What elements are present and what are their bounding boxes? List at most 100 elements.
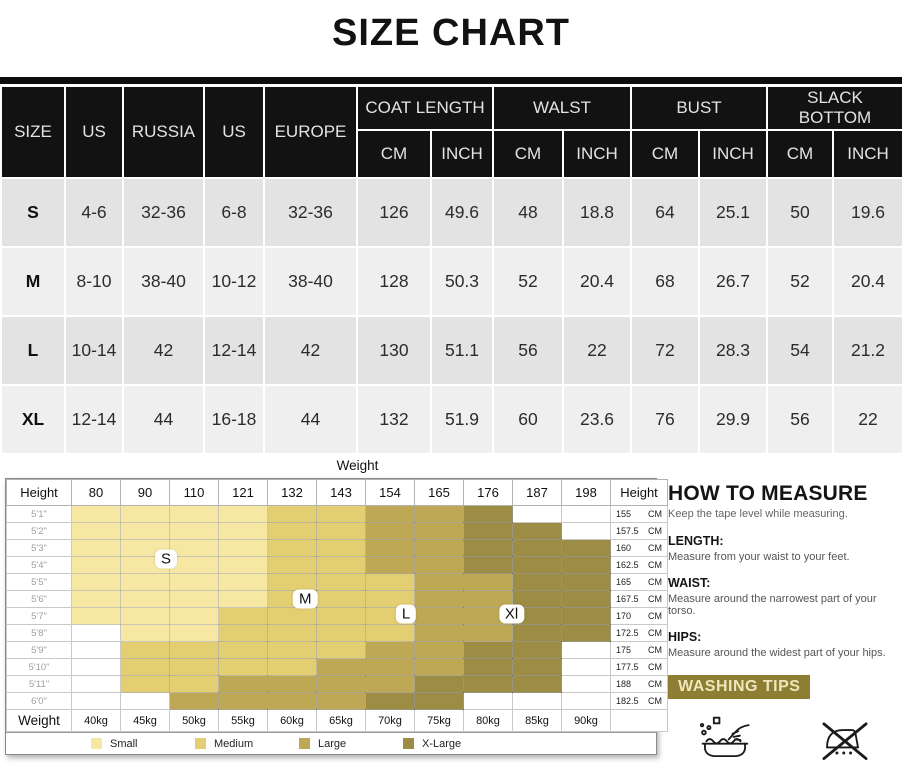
value-cell: 56: [766, 384, 834, 455]
heatmap-cell: [267, 607, 317, 625]
heatmap-cell: [512, 641, 562, 659]
weight-tick-kg: 60kg: [267, 709, 317, 732]
value-cell: 16-18: [203, 384, 265, 455]
height-weight-section: Weight Height 80 90 110 121 132 143 154 165 176 18…: [0, 458, 902, 766]
value-cell: 18.8: [562, 177, 632, 248]
heatmap-cell: [316, 590, 366, 608]
heatmap-cell: [71, 573, 121, 591]
heatmap-row: 5'6" 167.5 CM: [6, 590, 668, 608]
heatmap-cell: [561, 539, 611, 557]
legend-swatch: [403, 738, 414, 749]
heatmap-cell: [561, 556, 611, 574]
heatmap-cell: [463, 624, 513, 642]
value-cell: 76: [630, 384, 700, 455]
cm-unit: CM: [648, 543, 662, 553]
heatmap-row: 5'9" 175 CM: [6, 641, 668, 659]
heatmap-row: 5'7" 170 CM: [6, 607, 668, 625]
heatmap-cell: [561, 692, 611, 710]
heatmap-cell: [120, 505, 170, 523]
heatmap-cell: [365, 658, 415, 676]
heatmap-cell: [512, 522, 562, 540]
heatmap-cell: [561, 658, 611, 676]
value-cell: 28.3: [698, 315, 768, 386]
value-cell: 25.1: [698, 177, 768, 248]
legend-item: X-Large: [403, 738, 507, 750]
cm-unit: CM: [648, 645, 662, 655]
heatmap-cell: [267, 675, 317, 693]
cm-label: 188 CM: [612, 679, 667, 689]
cm-value: 188: [616, 679, 632, 689]
value-cell: 20.4: [831, 246, 902, 317]
cm-label: 165 CM: [612, 577, 667, 587]
unit-header: INCH: [698, 129, 768, 179]
washing-icons-row: Hand wash in cool water No ironing & No …: [668, 709, 902, 766]
heatmap-cell: [414, 556, 464, 574]
heatmap-cell: [218, 658, 268, 676]
heatmap-cell: [561, 505, 611, 523]
heatmap-row: 5'2" 157.5 CM: [6, 522, 668, 540]
cm-label: 172.5 CM: [612, 628, 667, 638]
heatmap-cell: [463, 505, 513, 523]
weight-tick-lb: 80: [71, 479, 121, 506]
heatmap-cell: [267, 624, 317, 642]
height-tick-cm: 155 CM: [610, 505, 668, 523]
unit-header: CM: [492, 129, 564, 179]
heatmap-cell: [71, 556, 121, 574]
cm-label: 157.5 CM: [612, 526, 667, 536]
no-iron-item: No ironing & No bleaching: [792, 709, 898, 766]
cm-unit: CM: [648, 560, 662, 570]
value-cell: 23.6: [562, 384, 632, 455]
value-cell: 12-14: [64, 384, 124, 455]
heatmap-cell: [71, 522, 121, 540]
column-header: EUROPE: [263, 85, 358, 179]
legend-label: Large: [318, 737, 347, 750]
value-cell: 56: [492, 315, 564, 386]
heatmap-cell: [512, 539, 562, 557]
height-header-right: Height: [610, 479, 668, 506]
cm-value: 165: [616, 577, 632, 587]
value-cell: 21.2: [831, 315, 902, 386]
heatmap-row: 5'3" 160 CM: [6, 539, 668, 557]
heatmap-cell: [267, 692, 317, 710]
size-cell: XL: [0, 384, 66, 455]
unit-header: INCH: [562, 129, 632, 179]
heatmap-cell: [561, 522, 611, 540]
value-cell: 132: [356, 384, 432, 455]
value-cell: 126: [356, 177, 432, 248]
measure-title: HOW TO MEASURE: [668, 482, 868, 505]
cm-label: 162.5 CM: [612, 560, 667, 570]
heatmap-cell: [414, 522, 464, 540]
measure-section-waist: WAIST: Measure around the narrowest part…: [668, 574, 902, 617]
height-tick-cm: 160 CM: [610, 539, 668, 557]
heatmap-row: 5'11" 188 CM: [6, 675, 668, 693]
cm-label: 177.5 CM: [612, 662, 667, 672]
value-cell: 128: [356, 246, 432, 317]
heatmap-cell: [169, 590, 219, 608]
heatmap-cell: [267, 658, 317, 676]
table-top-strip: [0, 77, 902, 84]
weight-tick-lb: 198: [561, 479, 611, 506]
heatmap-cell: [365, 641, 415, 659]
heatmap-row: 6'0" 182.5 CM: [6, 692, 668, 710]
value-cell: 32-36: [122, 177, 205, 248]
heatmap-cell: [463, 692, 513, 710]
unit-header: INCH: [831, 129, 902, 179]
height-tick-ft: 5'7": [6, 607, 72, 625]
value-cell: 51.1: [430, 315, 494, 386]
weight-tick-kg: 85kg: [512, 709, 562, 732]
heatmap-cell: [365, 624, 415, 642]
size-region-label: L: [395, 604, 417, 624]
heatmap-cell: [218, 692, 268, 710]
heatmap-cell: [316, 573, 366, 591]
heatmap-cell: [414, 505, 464, 523]
value-cell: 42: [122, 315, 205, 386]
cm-unit: CM: [648, 526, 662, 536]
heatmap-cell: [120, 573, 170, 591]
heatmap-cell: [71, 607, 121, 625]
value-cell: 51.9: [430, 384, 494, 455]
weight-tick-lb: 110: [169, 479, 219, 506]
height-tick-cm: 172.5 CM: [610, 624, 668, 642]
heatmap-cell: [218, 607, 268, 625]
section-text: Measure from your waist to your feet.: [668, 551, 850, 563]
cm-value: 155: [616, 509, 632, 519]
